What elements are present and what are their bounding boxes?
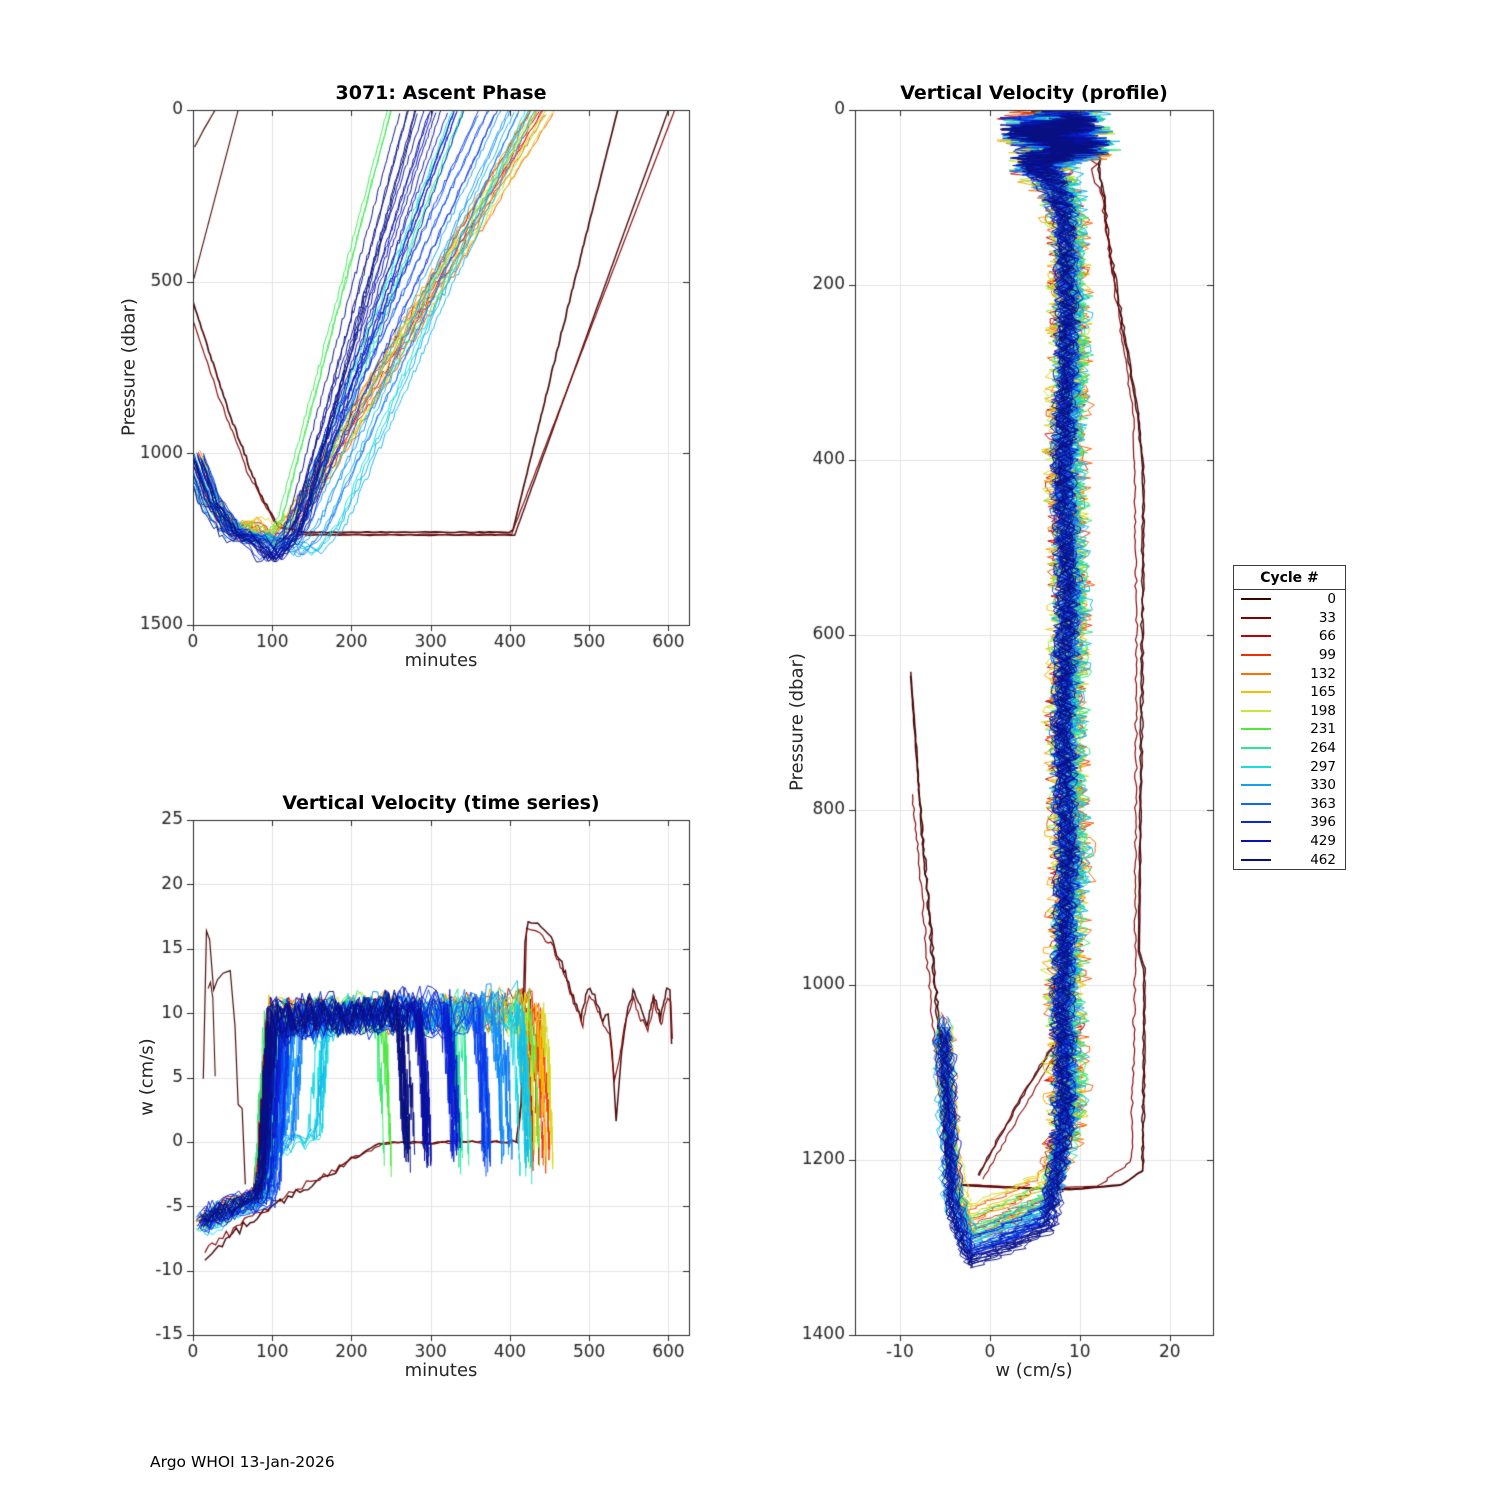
velocity-profile-ylabel: Pressure (dbar)	[786, 653, 808, 791]
velocity-timeseries-ylabel: w (cm/s)	[136, 1038, 158, 1116]
legend-line-swatch	[1241, 747, 1271, 750]
ascent-phase-title: 3071: Ascent Phase	[335, 82, 547, 104]
legend-entry: 297	[1234, 757, 1345, 776]
legend-entry: 462	[1234, 850, 1345, 869]
legend-cycle-label: 231	[1310, 721, 1336, 738]
velocity-profile-xlabel: w (cm/s)	[995, 1360, 1073, 1381]
legend-line-swatch	[1241, 728, 1271, 731]
ascent-phase-plot-area	[193, 110, 689, 625]
legend-line-swatch	[1241, 858, 1271, 861]
legend-line-swatch	[1241, 709, 1271, 712]
legend-cycle-label: 165	[1310, 684, 1336, 701]
legend-line-swatch	[1241, 616, 1271, 619]
legend-line-swatch	[1241, 765, 1271, 768]
legend-entry: 198	[1234, 702, 1345, 721]
legend-entry: 132	[1234, 664, 1345, 683]
legend-cycle-label: 99	[1318, 647, 1336, 664]
legend-entry: 231	[1234, 720, 1345, 739]
legend-entry: 99	[1234, 646, 1345, 665]
legend-line-swatch	[1241, 821, 1271, 824]
ascent-phase-xlabel: minutes	[404, 650, 478, 671]
legend-line-swatch	[1241, 654, 1271, 657]
legend-entry: 330	[1234, 776, 1345, 795]
legend-cycle-label: 462	[1310, 851, 1336, 868]
legend-cycle-label: 0	[1327, 591, 1336, 608]
velocity-profile-title: Vertical Velocity (profile)	[900, 82, 1168, 104]
legend-entry: 396	[1234, 813, 1345, 832]
legend-line-swatch	[1241, 635, 1271, 638]
cycle-legend: Cycle # 0 33 66	[1233, 565, 1346, 870]
legend-entry: 66	[1234, 627, 1345, 646]
legend-cycle-label: 66	[1318, 628, 1336, 645]
legend-entry: 33	[1234, 609, 1345, 628]
legend-line-swatch	[1241, 784, 1271, 787]
legend-title: Cycle #	[1234, 566, 1345, 590]
footer-caption: Argo WHOI 13-Jan-2026	[150, 1453, 335, 1471]
legend-cycle-label: 132	[1310, 665, 1336, 682]
legend-entry: 0	[1234, 590, 1345, 609]
legend-line-swatch	[1241, 672, 1271, 675]
legend-body: 0 33 66 99 132	[1234, 590, 1345, 869]
velocity-timeseries-plot-area	[193, 820, 689, 1335]
velocity-timeseries-xlabel: minutes	[404, 1360, 478, 1381]
legend-cycle-label: 330	[1310, 777, 1336, 794]
legend-entry: 264	[1234, 739, 1345, 758]
velocity-profile-plot-area	[855, 110, 1213, 1335]
legend-line-swatch	[1241, 598, 1271, 601]
legend-cycle-label: 363	[1310, 795, 1336, 812]
ascent-phase-ylabel: Pressure (dbar)	[118, 298, 140, 436]
legend-line-swatch	[1241, 802, 1271, 805]
legend-cycle-label: 297	[1310, 758, 1336, 775]
legend-line-swatch	[1241, 840, 1271, 843]
legend-entry: 165	[1234, 683, 1345, 702]
legend-cycle-label: 396	[1310, 814, 1336, 831]
velocity-timeseries-title: Vertical Velocity (time series)	[282, 792, 600, 814]
legend-cycle-label: 33	[1318, 609, 1336, 626]
legend-line-swatch	[1241, 691, 1271, 694]
legend-cycle-label: 264	[1310, 740, 1336, 757]
legend-entry: 363	[1234, 795, 1345, 814]
legend-entry: 429	[1234, 832, 1345, 851]
legend-cycle-label: 198	[1310, 702, 1336, 719]
legend-cycle-label: 429	[1310, 833, 1336, 850]
